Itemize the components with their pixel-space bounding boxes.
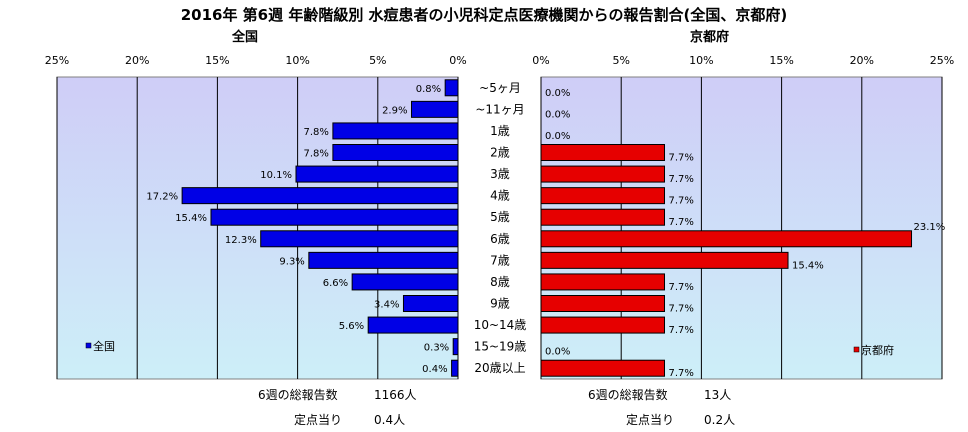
- left-bar: [308, 251, 459, 269]
- right-bar: [540, 316, 666, 334]
- right-bar: [540, 295, 666, 312]
- right-bar: [540, 359, 666, 377]
- right-bar: [540, 208, 666, 226]
- right-tick-label: 10%: [689, 54, 713, 67]
- left-tick-label: 15%: [205, 54, 229, 67]
- right-data-label: 0.0%: [545, 347, 570, 358]
- left-bar: [210, 208, 459, 226]
- right-bar: [540, 144, 666, 161]
- left-legend-label: 全国: [93, 339, 115, 353]
- left-data-label: 6.6%: [323, 278, 348, 289]
- left-tick-label: 25%: [45, 54, 69, 67]
- right-bar: [540, 165, 666, 183]
- left-bar: [451, 359, 459, 377]
- right-data-label: 15.4%: [792, 260, 824, 271]
- right-footer-total-label: 6週の総報告数: [588, 388, 668, 402]
- right-bar: [540, 187, 666, 205]
- right-tick-label: 0%: [532, 54, 549, 67]
- right-bar: [540, 230, 913, 248]
- left-bar: [402, 295, 459, 312]
- left-data-label: 10.1%: [260, 170, 292, 181]
- category-label: 15~19歳: [474, 340, 527, 354]
- right-footer-per-label: 定点当り: [626, 413, 675, 427]
- category-label: 5歳: [490, 210, 510, 224]
- right-bar: [540, 251, 789, 269]
- right-footer-total-value: 13人: [704, 388, 732, 402]
- left-data-label: 0.4%: [422, 364, 447, 375]
- right-data-label: 7.7%: [669, 217, 694, 228]
- category-label: 4歳: [490, 189, 510, 203]
- right-legend-label: 京都府: [861, 343, 894, 357]
- left-data-label: 5.6%: [339, 321, 364, 332]
- category-label: 9歳: [490, 297, 510, 311]
- left-panel-title: 全国: [232, 30, 259, 45]
- right-tick-label: 20%: [850, 54, 874, 67]
- left-data-label: 7.8%: [303, 149, 328, 160]
- right-data-label: 7.7%: [669, 304, 694, 315]
- left-footer-per-label: 定点当り: [294, 413, 343, 427]
- left-bar: [181, 187, 459, 205]
- right-plot-area: [540, 76, 943, 380]
- category-label: 3歳: [490, 167, 510, 181]
- left-bar: [332, 122, 459, 140]
- right-data-label: 7.7%: [669, 368, 694, 379]
- right-tick-label: 25%: [930, 54, 954, 67]
- right-data-label: 7.7%: [669, 325, 694, 336]
- left-bar: [452, 338, 459, 356]
- category-label: 2歳: [490, 146, 510, 160]
- left-bar: [367, 316, 459, 334]
- left-tick-label: 5%: [369, 54, 386, 67]
- right-data-label: 0.0%: [545, 109, 570, 120]
- category-label: ~5ヶ月: [479, 81, 521, 95]
- left-data-label: 9.3%: [279, 256, 304, 267]
- left-data-label: 3.4%: [374, 300, 399, 311]
- category-label: 1歳: [490, 124, 510, 138]
- chart-title: 2016年 第6週 年齢階級別 水痘患者の小児科定点医療機関からの報告割合(全国…: [180, 6, 788, 24]
- category-label: 20歳以上: [474, 361, 525, 375]
- left-footer-total-label: 6週の総報告数: [258, 388, 338, 402]
- left-footer-total-value: 1166人: [374, 388, 417, 402]
- category-label: 6歳: [490, 232, 510, 246]
- right-data-label: 7.7%: [669, 174, 694, 185]
- right-footer-per-value: 0.2人: [704, 413, 736, 427]
- right-panel-title: 京都府: [690, 30, 730, 45]
- right-bar: [540, 273, 666, 291]
- left-bar: [351, 273, 459, 291]
- left-footer-per-value: 0.4人: [374, 413, 406, 427]
- left-legend-swatch: [85, 342, 92, 349]
- left-data-label: 0.3%: [424, 343, 449, 354]
- left-tick-label: 10%: [285, 54, 309, 67]
- left-tick-label: 20%: [125, 54, 149, 67]
- left-tick-label: 0%: [449, 54, 466, 67]
- left-bar: [410, 100, 459, 118]
- category-label: 8歳: [490, 275, 510, 289]
- right-data-label: 0.0%: [545, 131, 570, 142]
- right-data-label: 0.0%: [545, 88, 570, 99]
- left-bar: [260, 230, 459, 248]
- category-label: ~11ヶ月: [475, 102, 524, 116]
- left-data-label: 17.2%: [146, 192, 178, 203]
- right-legend-swatch: [853, 346, 860, 353]
- right-data-label: 7.7%: [669, 282, 694, 293]
- right-data-label: 7.7%: [669, 153, 694, 164]
- left-bar: [295, 165, 459, 183]
- category-label: 10~14歳: [474, 318, 527, 332]
- right-tick-label: 5%: [612, 54, 629, 67]
- right-tick-label: 15%: [769, 54, 793, 67]
- left-data-label: 7.8%: [303, 127, 328, 138]
- left-data-label: 0.8%: [416, 84, 441, 95]
- left-data-label: 15.4%: [175, 213, 207, 224]
- left-bar: [444, 79, 459, 97]
- left-bar: [332, 144, 459, 161]
- left-data-label: 12.3%: [225, 235, 257, 246]
- left-plot-area: [56, 76, 459, 380]
- right-data-label: 7.7%: [669, 196, 694, 207]
- category-label: 7歳: [490, 253, 510, 267]
- right-data-label: 23.1%: [914, 222, 946, 233]
- left-data-label: 2.9%: [382, 105, 407, 116]
